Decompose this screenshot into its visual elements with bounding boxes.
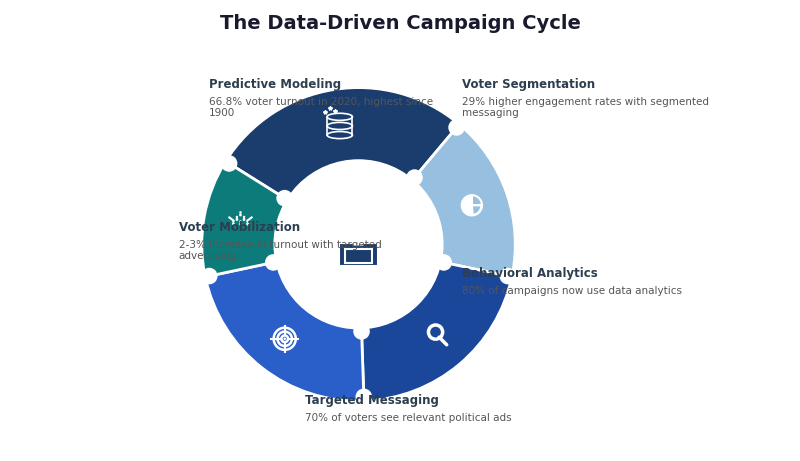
Ellipse shape bbox=[232, 222, 234, 225]
Text: Targeted Messaging: Targeted Messaging bbox=[306, 394, 439, 407]
Text: 29% higher engagement rates with segmented
messaging: 29% higher engagement rates with segment… bbox=[462, 97, 710, 118]
Ellipse shape bbox=[246, 222, 249, 225]
Text: The Data-Driven Campaign Cycle: The Data-Driven Campaign Cycle bbox=[219, 14, 581, 33]
Wedge shape bbox=[226, 88, 459, 201]
Circle shape bbox=[406, 169, 423, 186]
Circle shape bbox=[354, 323, 370, 340]
Circle shape bbox=[239, 211, 242, 213]
Text: Predictive Modeling: Predictive Modeling bbox=[209, 78, 341, 91]
Ellipse shape bbox=[235, 218, 238, 221]
Wedge shape bbox=[462, 196, 473, 215]
Circle shape bbox=[239, 220, 242, 223]
Circle shape bbox=[265, 254, 282, 271]
Text: 70% of voters see relevant political ads: 70% of voters see relevant political ads bbox=[306, 413, 512, 423]
Text: 80% of campaigns now use data analytics: 80% of campaigns now use data analytics bbox=[462, 286, 682, 296]
Text: 2-3% increase in turnout with targeted
advertising: 2-3% increase in turnout with targeted a… bbox=[178, 240, 382, 261]
Circle shape bbox=[355, 389, 372, 405]
Circle shape bbox=[283, 337, 286, 340]
Circle shape bbox=[221, 155, 238, 172]
Circle shape bbox=[448, 119, 465, 136]
Ellipse shape bbox=[239, 213, 242, 216]
Wedge shape bbox=[205, 261, 364, 401]
Wedge shape bbox=[362, 261, 512, 401]
Circle shape bbox=[435, 254, 452, 271]
FancyBboxPatch shape bbox=[339, 243, 378, 266]
Wedge shape bbox=[202, 161, 288, 277]
Wedge shape bbox=[412, 124, 515, 277]
Circle shape bbox=[201, 268, 218, 284]
Text: Behavioral Analytics: Behavioral Analytics bbox=[462, 267, 598, 280]
Circle shape bbox=[242, 216, 246, 218]
Bar bbox=[345, 249, 373, 263]
Circle shape bbox=[232, 220, 234, 223]
Bar bbox=[354, 242, 363, 244]
Ellipse shape bbox=[242, 218, 246, 221]
Ellipse shape bbox=[239, 222, 242, 225]
Text: Voter Segmentation: Voter Segmentation bbox=[462, 78, 595, 91]
Circle shape bbox=[499, 268, 516, 284]
Circle shape bbox=[246, 220, 249, 223]
Circle shape bbox=[236, 216, 238, 218]
Circle shape bbox=[276, 190, 293, 207]
Text: Voter Mobilization: Voter Mobilization bbox=[178, 221, 300, 234]
Circle shape bbox=[275, 161, 442, 327]
Text: 66.8% voter turnout in 2020, highest since
1900: 66.8% voter turnout in 2020, highest sin… bbox=[209, 97, 433, 118]
Polygon shape bbox=[350, 232, 367, 246]
